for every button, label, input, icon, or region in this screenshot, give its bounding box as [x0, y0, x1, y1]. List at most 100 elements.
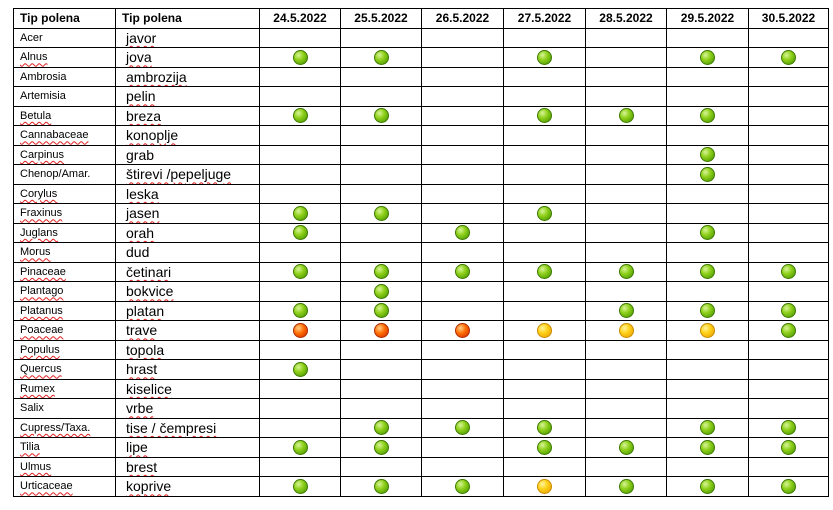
latin-name-cell: Fraxinus [13, 203, 116, 224]
level-cell [748, 320, 829, 341]
level-cell [585, 164, 667, 185]
level-cell [748, 86, 829, 107]
level-cell [748, 222, 829, 243]
latin-name-cell: Plantago [13, 281, 116, 302]
latin-name: Juglans [20, 226, 58, 239]
latin-name-cell: Urticaceae [13, 476, 116, 497]
local-name: jova [126, 49, 152, 66]
latin-name: Quercus [20, 363, 62, 376]
level-cell [421, 437, 504, 458]
level-cell [748, 281, 829, 302]
level-cell [421, 378, 504, 399]
level-cell [666, 456, 749, 477]
local-name-cell: bokvice [115, 281, 260, 302]
local-name: ambrozija [126, 68, 187, 85]
local-name: bokvice [126, 283, 174, 300]
level-cell [666, 437, 749, 458]
latin-name: Artemisia [20, 90, 66, 103]
level-cell [585, 300, 667, 321]
level-cell [259, 320, 341, 341]
level-green-dot-icon [373, 439, 389, 455]
level-cell [421, 398, 504, 419]
level-cell [748, 66, 829, 87]
level-cell [503, 320, 586, 341]
latin-name: Cupress/Taxa. [20, 421, 91, 434]
local-name-cell: jova [115, 47, 260, 68]
level-cell [666, 320, 749, 341]
local-name: topola [126, 341, 165, 358]
level-cell [259, 378, 341, 399]
level-green-dot-icon [700, 166, 715, 182]
level-green-dot-icon [700, 264, 715, 280]
level-green-dot-icon [781, 322, 796, 338]
local-name-cell: brest [115, 456, 260, 477]
header-date: 25.5.2022 [340, 8, 422, 29]
level-green-dot-icon [292, 264, 308, 280]
level-green-dot-icon [455, 264, 470, 280]
level-cell [503, 47, 586, 68]
level-cell [421, 417, 504, 438]
level-green-dot-icon [373, 205, 389, 221]
level-cell [503, 86, 586, 107]
level-cell [421, 144, 504, 165]
latin-name: Morus [20, 246, 51, 259]
latin-name: Betula [20, 109, 52, 122]
level-cell [748, 164, 829, 185]
level-cell [503, 378, 586, 399]
level-cell [421, 359, 504, 380]
latin-name: Populus [20, 343, 60, 356]
level-green-dot-icon [292, 205, 308, 221]
level-cell [666, 261, 749, 282]
level-cell [421, 125, 504, 146]
latin-name: Alnus [20, 51, 48, 64]
local-name-cell: breza [115, 105, 260, 126]
level-cell [259, 242, 341, 263]
level-cell [340, 144, 422, 165]
level-cell [259, 125, 341, 146]
level-cell [748, 437, 829, 458]
level-cell [585, 261, 667, 282]
level-green-dot-icon [373, 283, 389, 299]
level-red-dot-icon [373, 322, 389, 338]
level-cell [259, 47, 341, 68]
table-row: Populus topola [13, 339, 829, 360]
level-cell [666, 183, 749, 204]
table-row: Juglans orah [13, 222, 829, 243]
level-green-dot-icon [781, 478, 796, 494]
latin-name: Plantago [20, 285, 64, 298]
level-green-dot-icon [373, 303, 389, 319]
level-cell [666, 125, 749, 146]
level-cell [259, 456, 341, 477]
local-name-cell: tise / čempresi [115, 417, 260, 438]
level-cell [259, 86, 341, 107]
level-green-dot-icon [618, 478, 634, 494]
level-cell [503, 144, 586, 165]
table-row: Alnus jova [13, 47, 829, 68]
latin-name-cell: Artemisia [13, 86, 116, 107]
table-row: Morus dud [13, 242, 829, 263]
level-cell [585, 183, 667, 204]
level-green-dot-icon [537, 205, 552, 221]
latin-name: Urticaceae [20, 480, 73, 493]
level-yellow-dot-icon [700, 322, 715, 338]
level-cell [503, 300, 586, 321]
level-green-dot-icon [292, 303, 308, 319]
level-cell [503, 398, 586, 419]
local-name: leska [126, 185, 159, 202]
level-cell [503, 66, 586, 87]
level-yellow-dot-icon [618, 322, 634, 338]
level-cell [421, 222, 504, 243]
local-name: dud [126, 244, 150, 261]
level-cell [421, 27, 504, 48]
level-green-dot-icon [373, 108, 389, 124]
level-cell [421, 242, 504, 263]
level-green-dot-icon [781, 303, 796, 319]
level-cell [585, 398, 667, 419]
level-cell [748, 398, 829, 419]
level-cell [666, 222, 749, 243]
level-cell [340, 417, 422, 438]
table-row: Urticaceae koprive [13, 476, 829, 497]
level-cell [748, 183, 829, 204]
level-cell [666, 417, 749, 438]
latin-name: Tilia [20, 441, 40, 454]
